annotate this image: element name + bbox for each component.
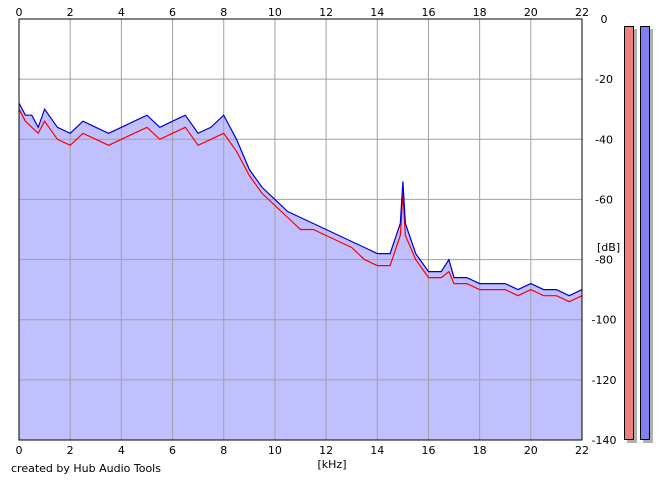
- x-tick-label-bottom: 6: [169, 444, 176, 457]
- spectrum-fill: [19, 103, 582, 440]
- x-axis-title: [kHz]: [318, 458, 347, 471]
- series-line-0: [18, 108, 583, 303]
- x-tick-label-top: 12: [319, 6, 333, 19]
- y-tick-label: -60: [595, 193, 613, 206]
- y-tick-label: -140: [592, 434, 617, 447]
- tick-labels: 002244668810101212141416161818202022220-…: [16, 6, 617, 457]
- y-tick-label: -40: [595, 133, 613, 146]
- x-tick-label-bottom: 8: [220, 444, 227, 457]
- x-tick-label-top: 10: [268, 6, 282, 19]
- x-tick-label-top: 0: [16, 6, 23, 19]
- fill-area: [19, 103, 582, 440]
- x-tick-label-bottom: 2: [67, 444, 74, 457]
- x-tick-label-top: 20: [524, 6, 538, 19]
- x-tick-label-top: 16: [421, 6, 435, 19]
- x-tick-label-top: 22: [575, 6, 589, 19]
- x-tick-label-top: 18: [473, 6, 487, 19]
- x-tick-label-bottom: 20: [524, 444, 538, 457]
- series-lines: [18, 102, 583, 303]
- x-tick-label-top: 2: [67, 6, 74, 19]
- x-tick-label-top: 8: [220, 6, 227, 19]
- x-tick-label-bottom: 10: [268, 444, 282, 457]
- series-line-1: [18, 102, 583, 297]
- x-tick-label-bottom: 22: [575, 444, 589, 457]
- x-tick-label-bottom: 18: [473, 444, 487, 457]
- x-tick-label-bottom: 14: [370, 444, 384, 457]
- x-tick-label-top: 4: [118, 6, 125, 19]
- x-tick-label-bottom: 4: [118, 444, 125, 457]
- plot-border: [18, 18, 583, 441]
- y-axis-title: [dB]: [597, 241, 620, 254]
- credit-text: created by Hub Audio Tools: [11, 462, 161, 475]
- x-tick-label-top: 6: [169, 6, 176, 19]
- meter-right: [640, 26, 650, 440]
- y-tick-label: -100: [592, 314, 617, 327]
- y-tick-label: -20: [595, 73, 613, 86]
- y-tick-label: -120: [592, 374, 617, 387]
- x-tick-label-top: 14: [370, 6, 384, 19]
- x-tick-label-bottom: 16: [421, 444, 435, 457]
- x-tick-label-bottom: 12: [319, 444, 333, 457]
- y-tick-label: -80: [595, 254, 613, 267]
- x-tick-label-bottom: 0: [16, 444, 23, 457]
- y-tick-label: 0: [601, 13, 608, 26]
- meter-left: [624, 26, 634, 440]
